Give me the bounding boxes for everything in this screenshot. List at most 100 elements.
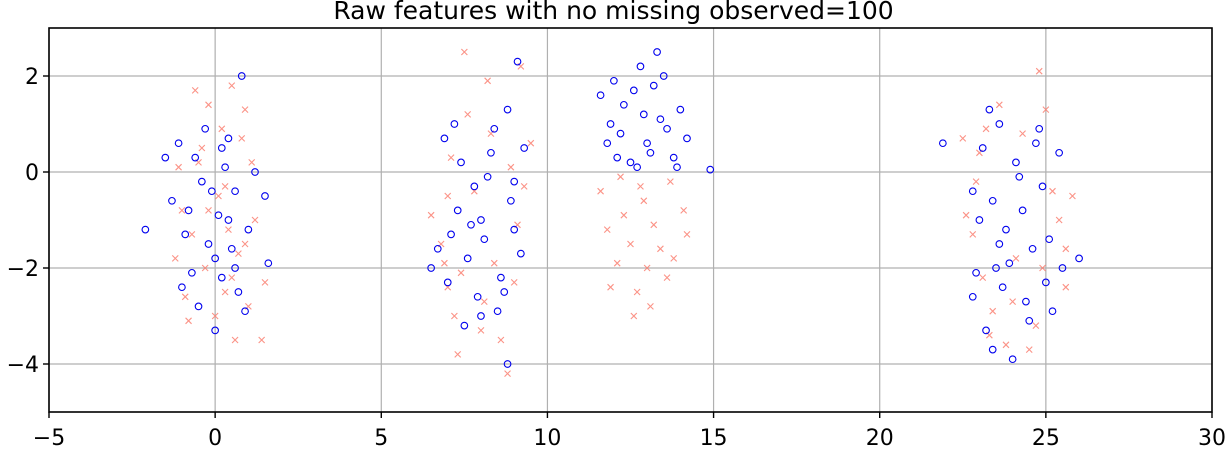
circle-marker-point (221, 163, 229, 172)
circle-marker-point (480, 235, 489, 244)
y-tick-label: 0 (25, 161, 39, 186)
circle-marker-point (178, 283, 186, 292)
x-marker-point (633, 288, 641, 296)
circle-marker-point (457, 158, 465, 167)
x-marker-point (1035, 67, 1043, 75)
x-marker-point (617, 173, 624, 181)
y-tick-label: −2 (7, 257, 39, 282)
circle-marker-point (596, 91, 605, 100)
x-marker-point (238, 135, 246, 142)
circle-marker-point (975, 216, 984, 224)
x-marker-point (444, 192, 452, 200)
axes-frame (48, 27, 1213, 413)
circle-marker-point (676, 105, 685, 114)
circle-marker-point (503, 360, 512, 368)
x-marker-point (680, 207, 688, 214)
x-tick-label: 0 (208, 426, 222, 450)
circle-marker-point (603, 139, 612, 148)
grid-lines (48, 28, 1213, 412)
x-marker-point (637, 183, 644, 190)
circle-marker-point (477, 312, 485, 320)
x-marker-point (972, 178, 980, 185)
x-marker-point (261, 279, 269, 286)
x-marker-point (201, 264, 209, 272)
circle-marker-point (261, 192, 269, 200)
x-marker-point (1055, 216, 1063, 224)
circle-marker-point (184, 206, 193, 215)
circle-marker-point (1028, 244, 1037, 253)
circle-marker-point (460, 321, 469, 330)
x-marker-point (221, 183, 229, 190)
circle-marker-point (251, 168, 259, 176)
x-marker-point (670, 255, 678, 262)
circle-marker-point (1005, 259, 1014, 268)
circle-marker-point (487, 148, 495, 157)
circle-marker-point (972, 268, 980, 277)
circle-marker-point (649, 81, 658, 90)
x-marker-point (620, 211, 628, 219)
circle-marker-point (224, 134, 233, 143)
circle-marker-point (440, 134, 449, 143)
circle-marker-point (968, 292, 977, 301)
x-marker-point (630, 312, 638, 320)
x-marker-point (643, 264, 651, 272)
circle-marker-point (1002, 225, 1010, 234)
circle-marker-point (510, 177, 519, 186)
x-marker-point (175, 163, 182, 171)
circle-marker-point (610, 76, 618, 85)
circle-marker-point (264, 259, 273, 268)
x-marker-point (484, 77, 492, 85)
x-marker-point (205, 101, 212, 109)
x-marker-point (1009, 298, 1017, 305)
x-marker-point (979, 274, 987, 281)
circle-marker-point (1032, 139, 1040, 148)
circle-marker-point (503, 105, 512, 114)
circle-marker-point (201, 124, 210, 133)
circle-marker-point (211, 326, 219, 335)
x-marker-point (480, 298, 488, 305)
circle-marker-point (669, 153, 678, 162)
circle-marker-point (1038, 182, 1047, 191)
circle-marker-point (706, 165, 715, 174)
circle-marker-point (204, 240, 213, 248)
x-marker-point (241, 240, 249, 248)
circle-marker-point (663, 124, 671, 133)
x-marker-point (211, 312, 219, 320)
x-marker-point (640, 197, 648, 205)
circle-marker-point (606, 120, 615, 128)
x-marker-point (1002, 341, 1010, 349)
circle-marker-point (1035, 124, 1044, 133)
circle-marker-point (992, 264, 1000, 272)
circle-marker-point (988, 345, 997, 354)
x-marker-point (460, 48, 468, 56)
circle-marker-point (188, 268, 196, 277)
circle-marker-point (427, 264, 435, 272)
circle-marker-point (613, 153, 622, 162)
x-marker-point (1012, 255, 1020, 262)
x-marker-point (1069, 192, 1076, 200)
circle-marker-point (447, 230, 455, 239)
x-marker-point (663, 274, 671, 281)
circle-marker-point (510, 225, 519, 234)
x-marker-point (218, 125, 226, 133)
circle-marker-point (513, 57, 522, 66)
x-marker-point (1025, 346, 1033, 353)
x-marker-point (497, 336, 505, 344)
x-marker-point (959, 135, 967, 142)
x-marker-point (457, 269, 465, 277)
x-marker-point (235, 250, 242, 257)
circle-marker-point (217, 144, 226, 152)
x-marker-point (215, 192, 222, 200)
circle-marker-point (1058, 264, 1067, 272)
x-marker-point (258, 336, 266, 344)
x-marker-point (221, 288, 229, 296)
circle-marker-point (214, 211, 223, 220)
circle-marker-point (968, 187, 977, 196)
circle-marker-point (1018, 206, 1027, 215)
circle-marker-point (194, 302, 203, 311)
x-marker-point (597, 187, 604, 195)
x-tick-label: 15 (700, 426, 728, 450)
y-tick-label: 2 (25, 65, 39, 90)
x-marker-point (191, 87, 199, 94)
circle-marker-point (626, 158, 635, 167)
